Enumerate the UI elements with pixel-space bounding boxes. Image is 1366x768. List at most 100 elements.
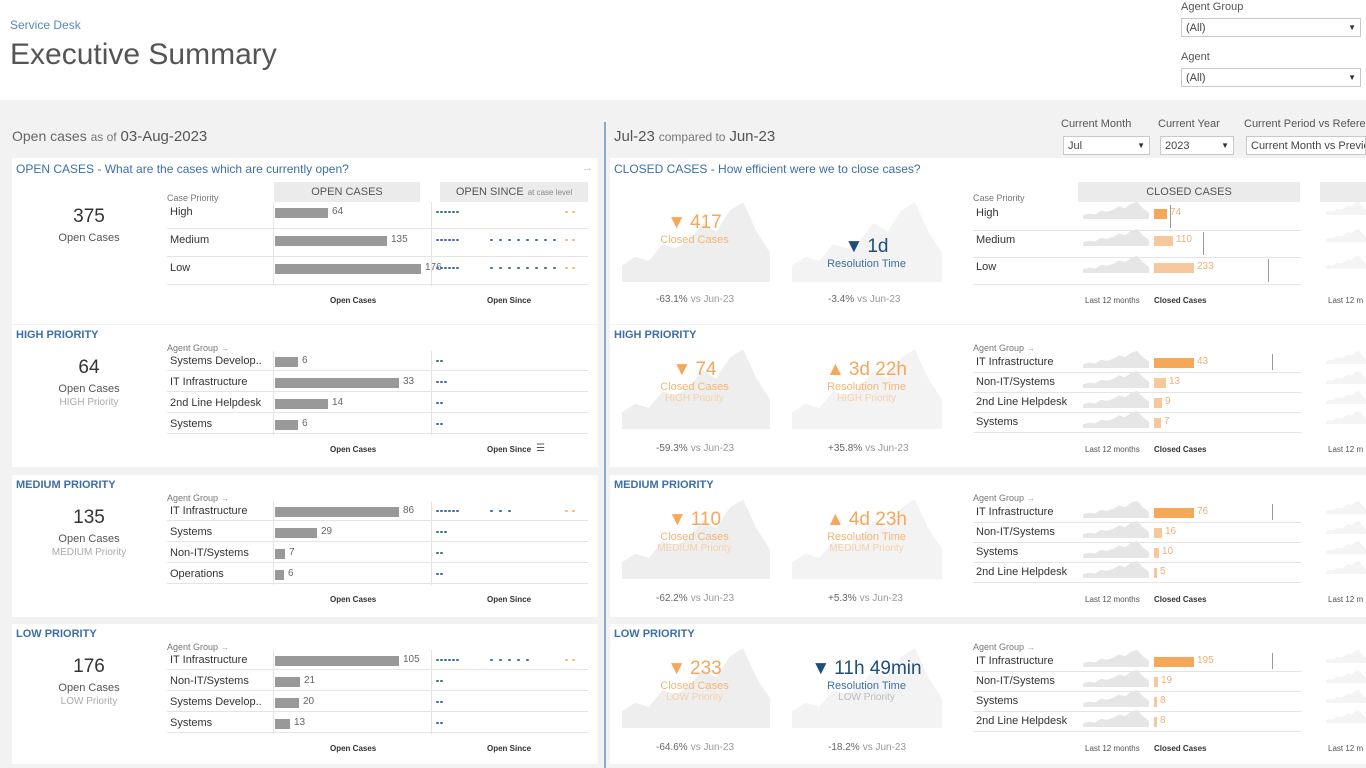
open-since-dot[interactable] — [517, 267, 520, 269]
open-since-dot[interactable] — [436, 680, 439, 682]
open-since-dot[interactable] — [444, 510, 447, 512]
open-cases-bar[interactable] — [275, 208, 328, 218]
open-since-dot[interactable] — [440, 402, 443, 404]
open-since-dot[interactable] — [440, 360, 443, 362]
open-since-dot[interactable] — [440, 701, 443, 703]
open-cases-bar[interactable] — [275, 264, 421, 274]
open-since-dot[interactable] — [436, 267, 439, 269]
open-since-dot[interactable] — [440, 552, 443, 554]
open-since-dot[interactable] — [456, 659, 459, 661]
open-since-dot[interactable] — [499, 267, 502, 269]
closed-cases-bar[interactable] — [1154, 358, 1194, 368]
open-since-dot[interactable] — [508, 659, 511, 661]
closed-cases-bar[interactable] — [1154, 209, 1167, 219]
open-cases-bar[interactable] — [275, 656, 399, 666]
open-since-dot[interactable] — [436, 701, 439, 703]
open-since-dot-late[interactable] — [572, 510, 575, 512]
open-since-dot[interactable] — [544, 239, 547, 241]
closed-cases-bar[interactable] — [1154, 528, 1162, 538]
open-since-dot[interactable] — [526, 659, 529, 661]
closed-cases-bar[interactable] — [1154, 717, 1157, 727]
open-since-dot[interactable] — [444, 381, 447, 383]
open-since-dot-late[interactable] — [572, 211, 575, 213]
open-since-dot-late[interactable] — [572, 239, 575, 241]
closed-cases-bar[interactable] — [1154, 548, 1159, 558]
open-cases-bar[interactable] — [275, 236, 387, 246]
open-since-dot-late[interactable] — [565, 239, 568, 241]
open-cases-bar[interactable] — [275, 528, 317, 538]
closed-cases-bar[interactable] — [1154, 398, 1162, 408]
open-since-dot[interactable] — [490, 239, 493, 241]
open-since-dot[interactable] — [444, 211, 447, 213]
open-since-dot[interactable] — [526, 239, 529, 241]
open-since-dot[interactable] — [499, 239, 502, 241]
open-since-dot[interactable] — [544, 267, 547, 269]
open-since-dot[interactable] — [517, 659, 520, 661]
open-since-dot[interactable] — [440, 510, 443, 512]
closed-cases-bar[interactable] — [1154, 697, 1157, 707]
closed-cases-bar[interactable] — [1154, 677, 1158, 687]
open-since-dot[interactable] — [452, 239, 455, 241]
open-since-dot[interactable] — [490, 659, 493, 661]
open-cases-bar[interactable] — [275, 378, 399, 388]
open-since-dot[interactable] — [448, 267, 451, 269]
current-month-select[interactable]: Jul ▼ — [1063, 136, 1150, 155]
open-cases-bar[interactable] — [275, 698, 299, 708]
open-since-dot[interactable] — [440, 423, 443, 425]
open-since-dot[interactable] — [440, 211, 443, 213]
open-since-dot[interactable] — [440, 659, 443, 661]
open-since-dot[interactable] — [444, 267, 447, 269]
open-since-dot[interactable] — [452, 659, 455, 661]
open-since-dot[interactable] — [436, 211, 439, 213]
open-since-dot[interactable] — [508, 239, 511, 241]
open-since-dot[interactable] — [436, 552, 439, 554]
open-cases-bar[interactable] — [275, 399, 328, 409]
open-since-dot[interactable] — [436, 423, 439, 425]
closed-cases-bar[interactable] — [1154, 568, 1157, 578]
open-since-dot[interactable] — [553, 239, 556, 241]
open-since-dot[interactable] — [452, 267, 455, 269]
open-since-dot[interactable] — [448, 239, 451, 241]
open-since-dot[interactable] — [448, 510, 451, 512]
open-since-dot[interactable] — [436, 402, 439, 404]
open-since-dot[interactable] — [526, 267, 529, 269]
open-cases-bar[interactable] — [275, 677, 300, 687]
open-since-dot[interactable] — [440, 381, 443, 383]
open-since-dot[interactable] — [448, 659, 451, 661]
open-since-dot[interactable] — [444, 659, 447, 661]
open-since-dot[interactable] — [448, 211, 451, 213]
open-since-dot[interactable] — [553, 267, 556, 269]
closed-cases-bar[interactable] — [1154, 378, 1166, 388]
open-since-dot-late[interactable] — [565, 659, 568, 661]
open-since-dot[interactable] — [436, 531, 439, 533]
closed-cases-bar[interactable] — [1154, 657, 1194, 667]
open-since-dot[interactable] — [436, 239, 439, 241]
open-cases-bar[interactable] — [275, 570, 284, 580]
arrow-right-icon[interactable]: → — [582, 162, 593, 174]
open-since-dot-late[interactable] — [565, 267, 568, 269]
open-cases-bar[interactable] — [275, 507, 399, 517]
open-since-dot[interactable] — [444, 531, 447, 533]
open-since-dot[interactable] — [535, 267, 538, 269]
open-since-dot[interactable] — [440, 680, 443, 682]
open-cases-bar[interactable] — [275, 719, 290, 729]
open-since-dot[interactable] — [436, 573, 439, 575]
open-since-dot[interactable] — [444, 239, 447, 241]
open-since-dot[interactable] — [508, 510, 511, 512]
period-select[interactable]: Current Month vs Previous — [1246, 136, 1366, 155]
closed-cases-bar[interactable] — [1154, 508, 1194, 518]
open-cases-bar[interactable] — [275, 420, 298, 430]
open-since-dot[interactable] — [456, 510, 459, 512]
open-since-dot[interactable] — [436, 381, 439, 383]
open-since-dot[interactable] — [440, 722, 443, 724]
open-since-dot[interactable] — [456, 267, 459, 269]
agent-group-filter[interactable]: (All) ▼ — [1181, 18, 1361, 37]
open-since-dot[interactable] — [436, 360, 439, 362]
open-cases-bar[interactable] — [275, 549, 285, 559]
closed-cases-bar[interactable] — [1154, 418, 1161, 428]
agent-filter[interactable]: (All) ▼ — [1181, 68, 1361, 87]
open-cases-bar[interactable] — [275, 357, 298, 367]
open-since-dot[interactable] — [508, 267, 511, 269]
open-since-dot[interactable] — [517, 239, 520, 241]
closed-cases-bar[interactable] — [1154, 236, 1173, 246]
